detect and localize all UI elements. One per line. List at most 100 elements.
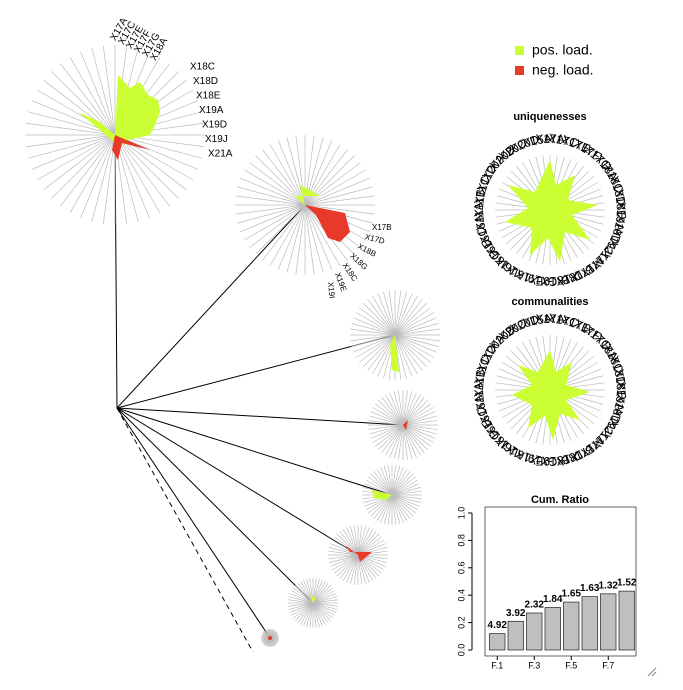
spoke: [304, 177, 370, 206]
spoke: [312, 599, 338, 604]
spoke: [312, 582, 329, 604]
spoke: [385, 424, 404, 456]
spoke: [394, 290, 402, 336]
spoke: [328, 550, 359, 556]
legend-label: pos. load.: [532, 42, 593, 58]
spoke: [353, 525, 359, 556]
resize-grip: [647, 667, 657, 677]
spoke: [303, 602, 314, 627]
spoke: [114, 134, 161, 214]
spoke: [59, 63, 116, 136]
var-label: X19D: [202, 120, 227, 131]
spoke: [69, 56, 116, 136]
spoke: [372, 407, 404, 426]
spoke: [364, 483, 393, 496]
var-label: X21A: [208, 149, 233, 160]
spoke: [312, 602, 331, 621]
circle-label: X18E: [612, 368, 629, 399]
spoke: [312, 602, 334, 619]
spoke: [376, 468, 393, 496]
spoke: [240, 204, 306, 233]
branch: [116, 204, 306, 409]
spoke: [394, 334, 437, 353]
var-label: X17B: [372, 223, 392, 232]
spoke: [312, 602, 326, 625]
spoke: [312, 602, 317, 628]
spoke: [402, 392, 417, 426]
spoke: [391, 465, 401, 496]
spoke: [350, 328, 396, 336]
var-label: X18C: [190, 62, 215, 73]
spoke: [381, 397, 404, 426]
spoke: [277, 204, 306, 270]
spoke: [312, 602, 335, 616]
spoke: [114, 134, 150, 219]
pos-load: [372, 490, 392, 500]
circle-label: X18G: [547, 450, 580, 469]
legend-swatch: [515, 66, 524, 75]
spoke: [339, 554, 359, 580]
spoke: [357, 525, 363, 556]
spoke: [292, 602, 314, 619]
spoke: [394, 334, 413, 377]
spoke: [333, 554, 359, 574]
spoke: [373, 494, 393, 520]
x-tick-label: F.3: [528, 660, 540, 670]
bar: [489, 633, 506, 651]
spoke: [362, 486, 393, 496]
var-label: X17D: [364, 232, 386, 246]
spoke: [368, 420, 404, 426]
spoke: [381, 424, 404, 453]
bar: [600, 593, 617, 651]
spoke: [394, 334, 402, 380]
spoke: [91, 47, 116, 136]
circle-label: X17C: [547, 311, 579, 330]
spoke: [391, 483, 420, 496]
spoke: [402, 424, 431, 447]
spoke: [391, 494, 419, 511]
spoke: [43, 134, 116, 191]
spoke: [342, 528, 359, 556]
spoke: [394, 334, 440, 342]
spoke: [346, 554, 359, 583]
spoke: [402, 407, 434, 426]
spoke: [295, 585, 314, 604]
x-tick-label: F.1: [491, 660, 503, 670]
spoke: [312, 602, 338, 607]
spoke: [288, 602, 314, 610]
branch: [116, 407, 271, 639]
spoke: [394, 291, 407, 336]
branch: [116, 407, 359, 556]
bar: [581, 596, 598, 651]
spoke: [330, 543, 359, 556]
spoke: [262, 204, 306, 261]
circles: uniquenesses communalities: [505, 111, 598, 440]
spoke: [365, 479, 393, 496]
spoke: [312, 602, 323, 627]
spoke: [378, 400, 404, 426]
spoke: [336, 554, 359, 577]
spoke: [27, 134, 116, 159]
spoke: [306, 602, 314, 628]
spoke: [375, 424, 404, 447]
bar-annotation: 1.63: [580, 583, 600, 594]
y-tick-label: 1.0: [456, 507, 466, 520]
spoke: [380, 467, 393, 496]
spoke: [357, 536, 383, 556]
x-tick-label: F.5: [565, 660, 577, 670]
spoke: [394, 334, 423, 371]
spoke: [328, 554, 359, 564]
circle-label: X19A: [612, 201, 629, 232]
legend-swatch: [515, 46, 524, 55]
spoke: [367, 476, 393, 496]
bar: [563, 601, 580, 651]
spoke: [244, 204, 306, 241]
spoke: [394, 334, 428, 368]
spoke: [304, 169, 366, 206]
circle-label: X19A: [612, 381, 629, 412]
spoke: [394, 302, 428, 336]
pos-load: [390, 335, 399, 372]
spoke: [369, 415, 404, 426]
spoke: [388, 290, 396, 336]
spoke: [330, 554, 359, 567]
